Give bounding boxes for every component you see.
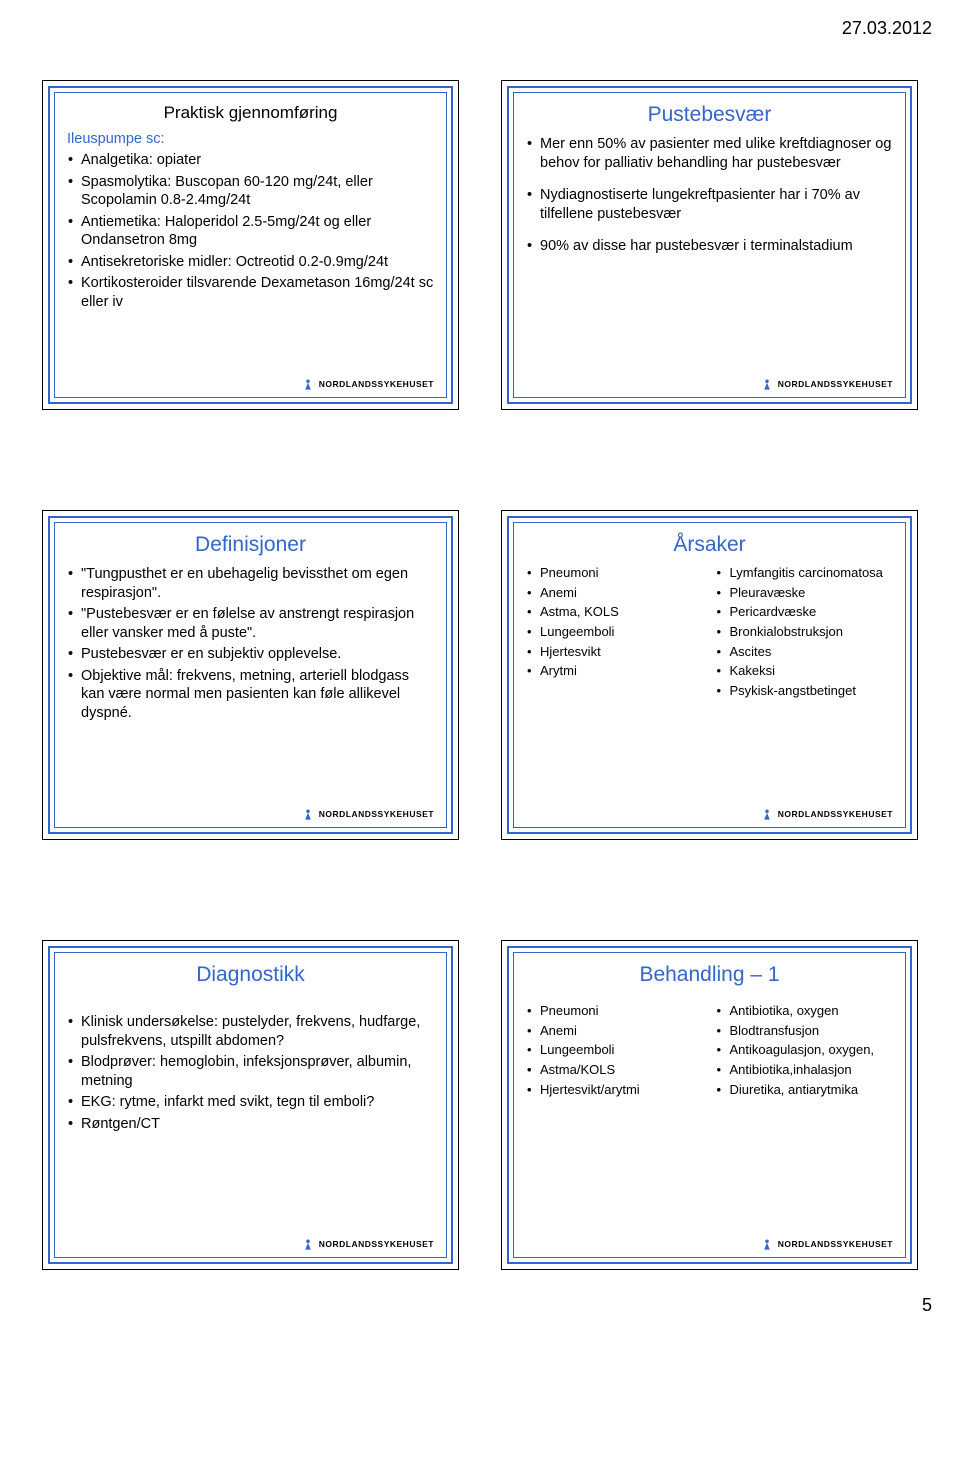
bullet-item: Lungeemboli xyxy=(526,1042,704,1059)
bullet-item: 90% av disse har pustebesvær i terminals… xyxy=(526,237,893,256)
bullet-item: Antikoagulasjon, oxygen, xyxy=(716,1042,894,1059)
bullet-list: "Tungpusthet er en ubehagelig bevissthet… xyxy=(67,565,434,725)
logo-icon xyxy=(301,807,315,821)
bullet-item: Astma, KOLS xyxy=(526,604,704,621)
slide-aarsaker: Årsaker Pneumoni Anemi Astma, KOLS Lunge… xyxy=(501,510,918,840)
bullet-list-left: Pneumoni Anemi Lungeemboli Astma/KOLS Hj… xyxy=(526,1003,704,1098)
bullet-item: Hjertesvikt xyxy=(526,644,704,661)
logo-text: NORDLANDSSYKEHUSET xyxy=(319,1239,434,1249)
bullet-item: Mer enn 50% av pasienter med ulike kreft… xyxy=(526,135,893,172)
bullet-item: Kortikosteroider tilsvarende Dexametason… xyxy=(67,274,434,311)
page-number: 5 xyxy=(922,1295,932,1316)
slide-praktisk: Praktisk gjennomføring Ileuspumpe sc: An… xyxy=(42,80,459,410)
bullet-item: Blodtransfusjon xyxy=(716,1023,894,1040)
bullet-item: "Pustebesvær er en følelse av anstrengt … xyxy=(67,605,434,642)
slide-title: Praktisk gjennomføring xyxy=(67,103,434,123)
bullet-item: "Tungpusthet er en ubehagelig bevissthet… xyxy=(67,565,434,602)
logo-text: NORDLANDSSYKEHUSET xyxy=(778,1239,893,1249)
bullet-list-right: Antibiotika, oxygen Blodtransfusjon Anti… xyxy=(716,1003,894,1098)
logo-text: NORDLANDSSYKEHUSET xyxy=(778,809,893,819)
slide-title: Diagnostikk xyxy=(67,963,434,987)
bullet-item: EKG: rytme, infarkt med svikt, tegn til … xyxy=(67,1093,434,1112)
bullet-item: Hjertesvikt/arytmi xyxy=(526,1082,704,1099)
bullet-item: Kakeksi xyxy=(716,663,894,680)
slide-title: Definisjoner xyxy=(67,533,434,557)
bullet-item: Pustebesvær er en subjektiv opplevelse. xyxy=(67,645,434,664)
slide-behandling: Behandling – 1 Pneumoni Anemi Lungeembol… xyxy=(501,940,918,1270)
bullet-item: Antisekretoriske midler: Octreotid 0.2-0… xyxy=(67,253,434,272)
logo-text: NORDLANDSSYKEHUSET xyxy=(319,379,434,389)
bullet-list: Analgetika: opiater Spasmolytika: Buscop… xyxy=(67,151,434,314)
logo-icon xyxy=(301,1237,315,1251)
bullet-item: Antiemetika: Haloperidol 2.5-5mg/24t og … xyxy=(67,213,434,250)
logo-icon xyxy=(760,807,774,821)
slides-grid: Praktisk gjennomføring Ileuspumpe sc: An… xyxy=(0,0,960,1330)
logo-text: NORDLANDSSYKEHUSET xyxy=(319,809,434,819)
bullet-item: Røntgen/CT xyxy=(67,1115,434,1134)
two-col: Pneumoni Anemi Lungeemboli Astma/KOLS Hj… xyxy=(526,1003,893,1101)
logo-icon xyxy=(301,377,315,391)
logo: NORDLANDSSYKEHUSET xyxy=(526,807,893,821)
slide-title: Behandling – 1 xyxy=(526,963,893,987)
logo-text: NORDLANDSSYKEHUSET xyxy=(778,379,893,389)
bullet-item: Antibiotika, oxygen xyxy=(716,1003,894,1020)
bullet-list: Klinisk undersøkelse: pustelyder, frekve… xyxy=(67,1013,434,1136)
bullet-list-right: Lymfangitis carcinomatosa Pleuravæske Pe… xyxy=(716,565,894,699)
slide-definisjoner: Definisjoner "Tungpusthet er en ubehagel… xyxy=(42,510,459,840)
bullet-item: Pneumoni xyxy=(526,1003,704,1020)
slide-title: Årsaker xyxy=(526,533,893,557)
slide-title: Pustebesvær xyxy=(526,103,893,127)
bullet-item: Lymfangitis carcinomatosa xyxy=(716,565,894,582)
bullet-item: Analgetika: opiater xyxy=(67,151,434,170)
slide-diagnostikk: Diagnostikk Klinisk undersøkelse: pustel… xyxy=(42,940,459,1270)
two-col: Pneumoni Anemi Astma, KOLS Lungeemboli H… xyxy=(526,565,893,702)
bullet-item: Anemi xyxy=(526,585,704,602)
bullet-item: Nydiagnostiserte lungekreftpasienter har… xyxy=(526,186,893,223)
logo: NORDLANDSSYKEHUSET xyxy=(526,377,893,391)
bullet-item: Pneumoni xyxy=(526,565,704,582)
slide-pustebesvaer: Pustebesvær Mer enn 50% av pasienter med… xyxy=(501,80,918,410)
logo: NORDLANDSSYKEHUSET xyxy=(67,1237,434,1251)
bullet-item: Psykisk-angstbetinget xyxy=(716,683,894,700)
bullet-item: Antibiotika,inhalasjon xyxy=(716,1062,894,1079)
page-date: 27.03.2012 xyxy=(842,18,932,39)
bullet-list: Mer enn 50% av pasienter med ulike kreft… xyxy=(526,135,893,270)
bullet-list-left: Pneumoni Anemi Astma, KOLS Lungeemboli H… xyxy=(526,565,704,680)
bullet-item: Pleuravæske xyxy=(716,585,894,602)
bullet-item: Blodprøver: hemoglobin, infeksjonsprøver… xyxy=(67,1053,434,1090)
bullet-item: Astma/KOLS xyxy=(526,1062,704,1079)
bullet-item: Klinisk undersøkelse: pustelyder, frekve… xyxy=(67,1013,434,1050)
logo: NORDLANDSSYKEHUSET xyxy=(67,807,434,821)
logo: NORDLANDSSYKEHUSET xyxy=(67,377,434,391)
logo-icon xyxy=(760,1237,774,1251)
bullet-item: Pericardvæske xyxy=(716,604,894,621)
bullet-item: Ascites xyxy=(716,644,894,661)
logo-icon xyxy=(760,377,774,391)
bullet-item: Bronkialobstruksjon xyxy=(716,624,894,641)
bullet-item: Anemi xyxy=(526,1023,704,1040)
bullet-item: Diuretika, antiarytmika xyxy=(716,1082,894,1099)
bullet-item: Spasmolytika: Buscopan 60-120 mg/24t, el… xyxy=(67,173,434,210)
slide-subtitle: Ileuspumpe sc: xyxy=(67,131,434,147)
bullet-item: Objektive mål: frekvens, metning, arteri… xyxy=(67,667,434,723)
bullet-item: Arytmi xyxy=(526,663,704,680)
bullet-item: Lungeemboli xyxy=(526,624,704,641)
logo: NORDLANDSSYKEHUSET xyxy=(526,1237,893,1251)
